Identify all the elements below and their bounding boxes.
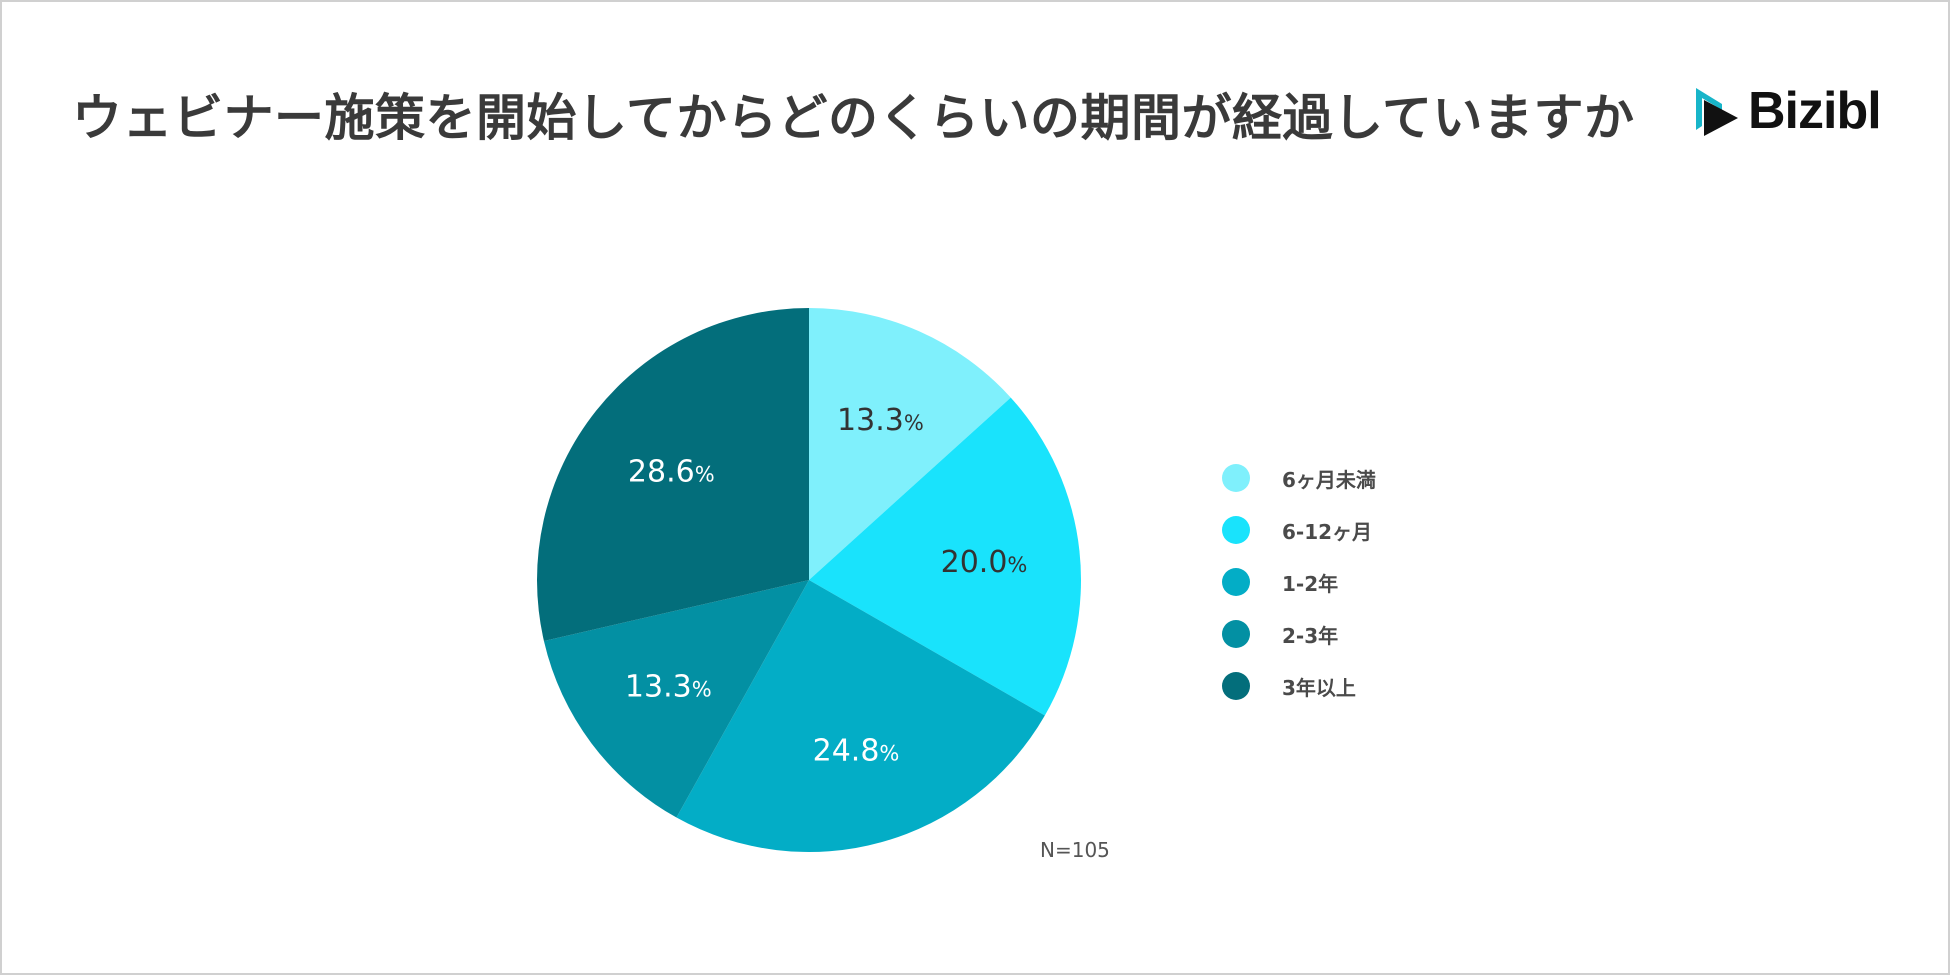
legend-swatch-icon [1222, 672, 1250, 700]
legend-item: 1-2年 [1222, 568, 1376, 596]
legend-label: 3年以上 [1282, 675, 1356, 700]
logo-text: Bizibl [1748, 82, 1882, 140]
legend-item: 3年以上 [1222, 672, 1376, 700]
pie-slice-value-label: 24.8% [813, 734, 900, 769]
pie-slice-3 [676, 580, 1045, 853]
pie-slice-2 [809, 397, 1081, 716]
play-logo-icon [1696, 88, 1738, 136]
sample-size-note: N=105 [1040, 838, 1110, 862]
legend-item: 6ヶ月未満 [1222, 464, 1376, 492]
pie-slice-value-label: 13.3% [837, 403, 924, 438]
chart-title: ウェビナー施策を開始してからどのくらいの期間が経過していますか [72, 89, 1635, 147]
legend-item: 6-12ヶ月 [1222, 516, 1376, 544]
legend-swatch-icon [1222, 464, 1250, 492]
pie-slice-4 [543, 580, 809, 818]
legend-item: 2-3年 [1222, 620, 1376, 648]
legend-swatch-icon [1222, 568, 1250, 596]
legend-label: 2-3年 [1282, 623, 1339, 648]
pie-slice-value-label: 20.0% [941, 545, 1028, 580]
bizibl-logo: Bizibl [1692, 82, 1882, 140]
pie-slice-labels: 13.3% 20.0% 24.8% 13.3% 28.6% [625, 403, 1027, 768]
pie-slice-5 [537, 308, 809, 641]
legend-label: 1-2年 [1282, 571, 1339, 596]
legend-swatch-icon [1222, 516, 1250, 544]
chart-legend: 6ヶ月未満 6-12ヶ月 1-2年 2-3年 3年以上 [1222, 464, 1376, 700]
legend-label: 6-12ヶ月 [1282, 519, 1373, 544]
pie-slice-1 [809, 308, 1011, 580]
legend-swatch-icon [1222, 620, 1250, 648]
legend-label: 6ヶ月未満 [1282, 467, 1376, 492]
pie-slice-value-label: 13.3% [625, 670, 712, 705]
pie-slices [537, 308, 1081, 853]
pie-slice-value-label: 28.6% [628, 454, 715, 489]
